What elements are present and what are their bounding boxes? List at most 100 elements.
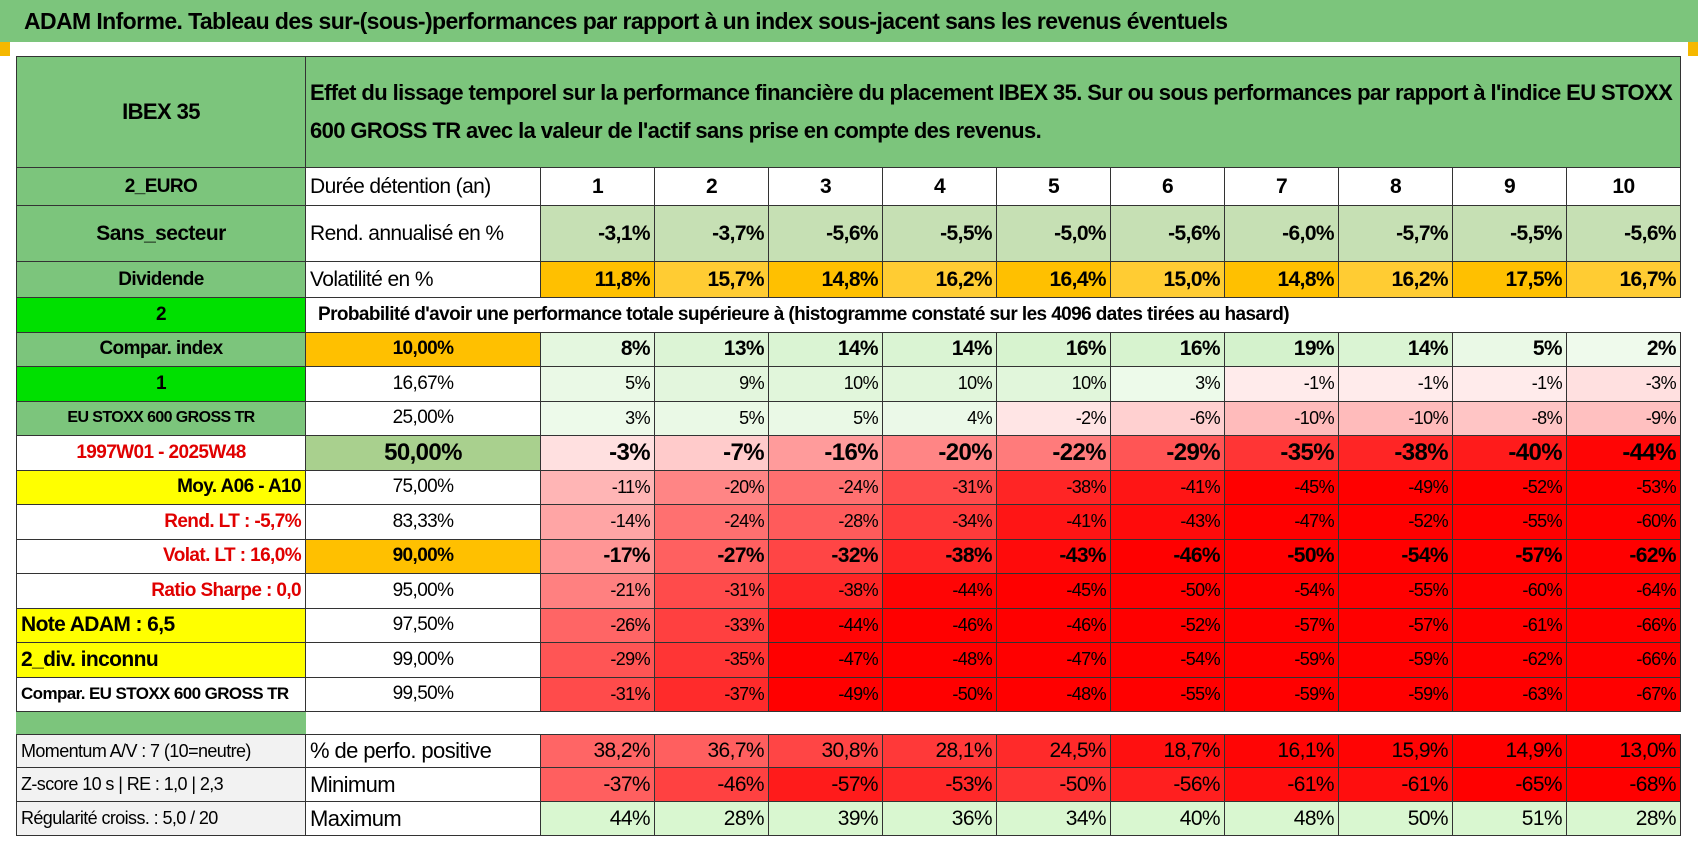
data-cell: -60%: [1567, 505, 1681, 540]
row-label: 10,00%: [306, 332, 541, 367]
data-cell: 6: [1111, 168, 1225, 206]
data-cell: -60%: [1453, 574, 1567, 609]
data-cell: -54%: [1339, 539, 1453, 574]
data-cell: -38%: [769, 574, 883, 609]
row-label: 25,00%: [306, 401, 541, 436]
row-label: 16,67%: [306, 367, 541, 402]
row-header: Note ADAM : 6,5: [16, 608, 306, 643]
data-cell: 14%: [883, 332, 997, 367]
row-header: 2_div. inconnu: [16, 643, 306, 678]
data-cell: -5,5%: [1453, 206, 1567, 262]
row-header: Rend. LT : -5,7%: [16, 505, 306, 540]
data-cell: -29%: [1111, 436, 1225, 471]
data-cell: -38%: [997, 470, 1111, 505]
data-cell: -57%: [769, 768, 883, 802]
data-cell: -50%: [1111, 574, 1225, 609]
data-cell: -63%: [1453, 677, 1567, 712]
data-cell: 34%: [997, 802, 1111, 836]
row-header: Volat. LT : 16,0%: [16, 539, 306, 574]
data-cell: -48%: [997, 677, 1111, 712]
data-cell: -52%: [1453, 470, 1567, 505]
data-cell: -26%: [541, 608, 655, 643]
data-cell: -50%: [997, 768, 1111, 802]
data-cell: -37%: [655, 677, 769, 712]
data-cell: -44%: [883, 574, 997, 609]
data-cell: -31%: [655, 574, 769, 609]
data-cell: 8: [1339, 168, 1453, 206]
row-header: 2: [16, 298, 306, 333]
data-cell: -5,0%: [997, 206, 1111, 262]
data-cell: 14,8%: [1225, 262, 1339, 298]
data-cell: 14,8%: [769, 262, 883, 298]
row-header: Compar. index: [16, 332, 306, 367]
data-cell: 5%: [769, 401, 883, 436]
data-cell: 10%: [883, 367, 997, 402]
data-cell: -45%: [997, 574, 1111, 609]
data-cell: -44%: [769, 608, 883, 643]
data-cell: 28%: [655, 802, 769, 836]
data-cell: -41%: [997, 505, 1111, 540]
data-cell: 2%: [1567, 332, 1681, 367]
data-cell: -10%: [1225, 401, 1339, 436]
row-label: 95,00%: [306, 574, 541, 609]
data-cell: -21%: [541, 574, 655, 609]
data-cell: -29%: [541, 643, 655, 678]
data-cell: -59%: [1339, 643, 1453, 678]
data-cell: -47%: [997, 643, 1111, 678]
data-cell: -1%: [1225, 367, 1339, 402]
data-cell: -20%: [655, 470, 769, 505]
data-cell: -43%: [997, 539, 1111, 574]
data-cell: -49%: [769, 677, 883, 712]
data-cell: 10%: [769, 367, 883, 402]
data-cell: -55%: [1111, 677, 1225, 712]
data-cell: -35%: [1225, 436, 1339, 471]
data-cell: 30,8%: [769, 734, 883, 768]
data-cell: 9%: [655, 367, 769, 402]
spacer-strip: [16, 712, 306, 734]
data-cell: -17%: [541, 539, 655, 574]
data-cell: 16%: [1111, 332, 1225, 367]
data-cell: -24%: [655, 505, 769, 540]
data-cell: 15,7%: [655, 262, 769, 298]
data-cell: -59%: [1339, 677, 1453, 712]
data-cell: 36%: [883, 802, 997, 836]
data-cell: -57%: [1225, 608, 1339, 643]
data-cell: -68%: [1567, 768, 1681, 802]
data-cell: -3%: [1567, 367, 1681, 402]
data-cell: -35%: [655, 643, 769, 678]
data-cell: -41%: [1111, 470, 1225, 505]
data-cell: 36,7%: [655, 734, 769, 768]
data-cell: -48%: [883, 643, 997, 678]
row-header: 1: [16, 367, 306, 402]
data-cell: -53%: [1567, 470, 1681, 505]
data-cell: -7%: [655, 436, 769, 471]
data-cell: 14%: [769, 332, 883, 367]
data-cell: -59%: [1225, 643, 1339, 678]
data-cell: -62%: [1453, 643, 1567, 678]
data-cell: 16,7%: [1567, 262, 1681, 298]
data-cell: -14%: [541, 505, 655, 540]
data-cell: -62%: [1567, 539, 1681, 574]
data-cell: -61%: [1225, 768, 1339, 802]
data-cell: 9: [1453, 168, 1567, 206]
data-cell: -38%: [1339, 436, 1453, 471]
data-cell: -66%: [1567, 643, 1681, 678]
data-cell: -52%: [1339, 505, 1453, 540]
data-cell: 16,2%: [1339, 262, 1453, 298]
row-label: % de perfo. positive: [306, 734, 541, 768]
data-cell: -38%: [883, 539, 997, 574]
data-cell: -28%: [769, 505, 883, 540]
row-label: 50,00%: [306, 436, 541, 471]
data-cell: -66%: [1567, 608, 1681, 643]
data-cell: -31%: [541, 677, 655, 712]
data-cell: -31%: [883, 470, 997, 505]
data-cell: -24%: [769, 470, 883, 505]
row-header: 1997W01 - 2025W48: [16, 436, 306, 471]
data-cell: 5%: [655, 401, 769, 436]
data-cell: 15,0%: [1111, 262, 1225, 298]
row-header: Compar. EU STOXX 600 GROSS TR: [16, 677, 306, 712]
data-cell: -1%: [1339, 367, 1453, 402]
data-cell: -59%: [1225, 677, 1339, 712]
data-cell: 13,0%: [1567, 734, 1681, 768]
